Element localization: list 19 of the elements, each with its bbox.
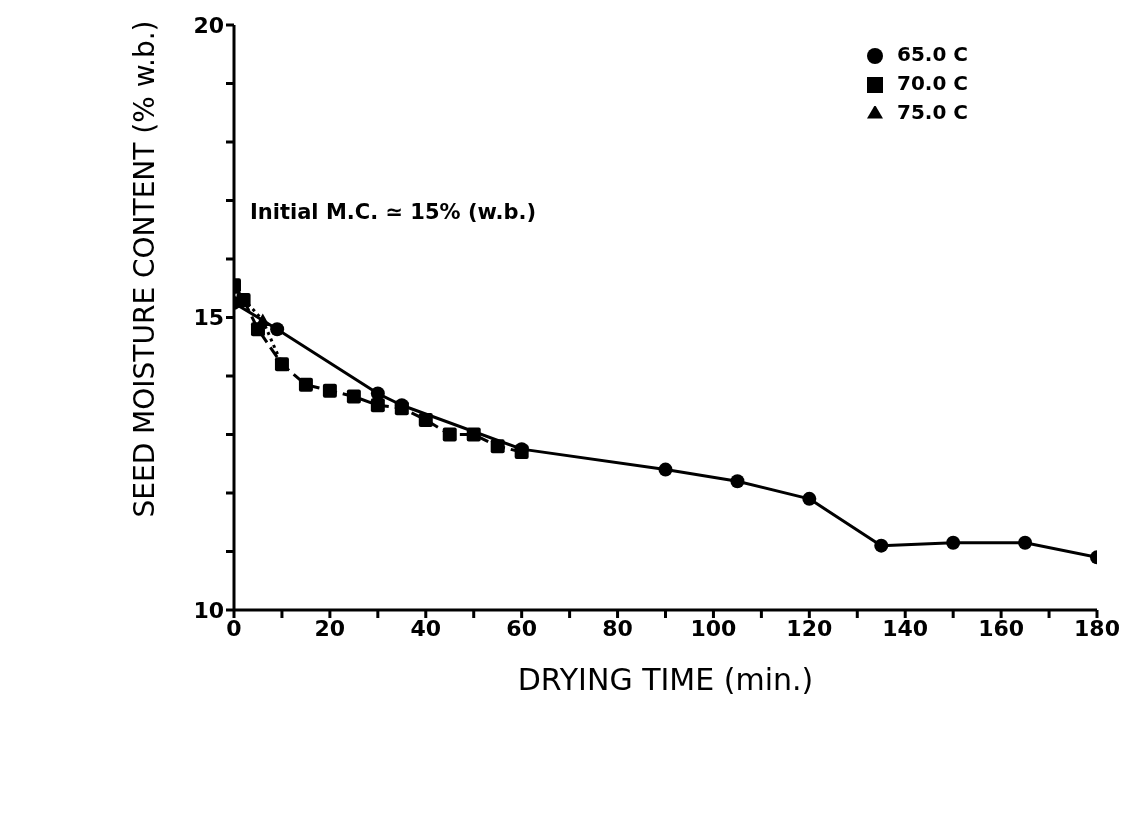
- legend-label: 70.0 C: [897, 70, 969, 97]
- x-axis-title: DRYING TIME (min.): [517, 662, 814, 697]
- legend-label: 75.0 C: [897, 99, 969, 126]
- y-tick-label: 20: [193, 12, 224, 38]
- x-tick-label: 60: [506, 615, 537, 641]
- annotation: Initial M.C. ≃ 15% (w.b.): [250, 200, 537, 224]
- x-tick-label: 180: [1074, 615, 1120, 641]
- x-tick-label: 120: [786, 615, 833, 641]
- x-tick-label: 80: [602, 615, 633, 641]
- x-tick-label: 20: [314, 615, 346, 641]
- legend-label: 65.0 C: [897, 41, 969, 68]
- x-tick-label: 160: [978, 615, 1025, 641]
- y-tick-label: 15: [193, 305, 224, 331]
- y-tick-label: 10: [193, 597, 224, 623]
- x-tick-label: 100: [690, 615, 737, 641]
- y-axis-title: SEED MOISTURE CONTENT (% w.b.): [127, 20, 161, 518]
- x-tick-label: 40: [410, 615, 442, 641]
- x-tick-label: 0: [226, 615, 242, 641]
- x-tick-label: 140: [882, 615, 929, 641]
